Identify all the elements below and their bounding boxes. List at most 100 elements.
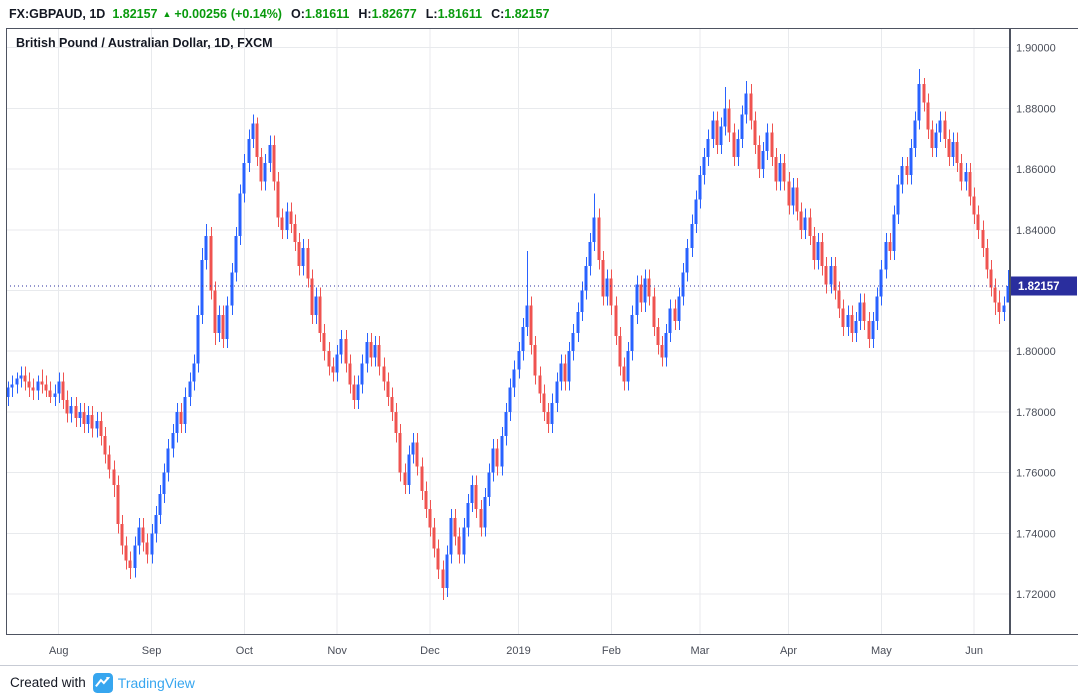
- candle-body: [61, 381, 65, 400]
- candle-body: [192, 363, 196, 382]
- candle-body: [1006, 285, 1010, 303]
- x-axis-label[interactable]: May: [871, 645, 892, 657]
- candle-body: [1002, 305, 1006, 312]
- candle-body: [592, 217, 596, 242]
- candle-body: [74, 405, 78, 418]
- candle-body: [424, 490, 428, 510]
- candle-body: [141, 527, 145, 543]
- candle-body: [504, 411, 508, 437]
- x-axis-label[interactable]: Dec: [420, 645, 440, 657]
- candle-body: [495, 448, 499, 467]
- candle-body: [403, 472, 407, 485]
- candle-body: [301, 248, 305, 267]
- candle-body: [352, 384, 356, 400]
- candle-body: [120, 524, 124, 546]
- candle-body: [972, 196, 976, 215]
- candle-body: [415, 442, 419, 467]
- candle-body: [217, 314, 221, 334]
- candle-body: [778, 163, 782, 182]
- candle-body: [365, 342, 369, 364]
- candle-body: [563, 363, 567, 382]
- candle-body: [521, 326, 525, 352]
- tradingview-logo-icon[interactable]: [92, 672, 113, 693]
- candle-body: [462, 527, 466, 555]
- candle-body: [791, 187, 795, 206]
- candle-body: [698, 175, 702, 200]
- candle-body: [875, 296, 879, 321]
- candle-body: [926, 102, 930, 130]
- footer: Created with TradingView: [0, 665, 1078, 699]
- x-axis-label[interactable]: Jun: [965, 645, 983, 657]
- candle-body: [993, 287, 997, 303]
- y-axis-label: 1.72000: [1016, 589, 1056, 601]
- candle-body: [40, 381, 44, 385]
- candle-body: [829, 266, 833, 285]
- candle-body: [555, 381, 559, 403]
- candle-body: [643, 278, 647, 303]
- candle-body: [715, 120, 719, 145]
- x-axis-label[interactable]: Feb: [602, 645, 621, 657]
- x-axis-label[interactable]: Mar: [690, 645, 709, 657]
- candle-body: [31, 387, 35, 391]
- x-axis-label[interactable]: Apr: [780, 645, 797, 657]
- x-axis-label[interactable]: Aug: [49, 645, 69, 657]
- y-axis-label: 1.84000: [1016, 225, 1056, 237]
- high-value: H:1.82677: [358, 7, 417, 21]
- candle-body: [386, 381, 390, 397]
- candle-body: [871, 320, 875, 340]
- chart-legend[interactable]: British Pound / Australian Dollar, 1D, F…: [16, 36, 273, 50]
- candle-body: [255, 123, 259, 157]
- candle-body: [550, 402, 554, 425]
- y-axis-label: 1.80000: [1016, 346, 1056, 358]
- candle-body: [639, 284, 643, 303]
- candle-body: [740, 114, 744, 139]
- candle-body: [175, 411, 179, 434]
- candle-body: [373, 345, 377, 358]
- candle-body: [959, 163, 963, 182]
- candle-body: [774, 156, 778, 182]
- candle-body: [285, 211, 289, 230]
- symbol-interval[interactable]: FX:GBPAUD, 1D: [9, 7, 106, 21]
- candle-body: [508, 387, 512, 412]
- candle-body: [466, 502, 470, 528]
- x-axis-label[interactable]: 2019: [506, 645, 530, 657]
- candle-body: [605, 278, 609, 297]
- candle-body: [44, 384, 48, 391]
- candle-body: [196, 314, 200, 364]
- candle-body: [770, 132, 774, 157]
- candle-body: [723, 108, 727, 127]
- x-axis-label[interactable]: Nov: [327, 645, 347, 657]
- candle-body: [690, 223, 694, 249]
- candle-body: [335, 354, 339, 373]
- candle-body: [668, 308, 672, 334]
- candle-body: [407, 454, 411, 485]
- y-axis-label: 1.78000: [1016, 407, 1056, 419]
- candle-body: [917, 84, 921, 121]
- x-axis-label[interactable]: Oct: [236, 645, 253, 657]
- candle-body: [913, 120, 917, 148]
- candle-body: [82, 411, 86, 425]
- x-axis-label[interactable]: Sep: [142, 645, 162, 657]
- candle-body: [213, 290, 217, 334]
- tradingview-brand-link[interactable]: TradingView: [117, 674, 195, 691]
- candle-body: [457, 536, 461, 555]
- candle-body: [306, 248, 310, 279]
- candle-body: [420, 466, 424, 491]
- candle-body: [529, 305, 533, 346]
- candle-body: [356, 384, 360, 400]
- candle-body: [711, 120, 715, 139]
- candle-body: [816, 241, 820, 261]
- candle-body: [719, 126, 723, 145]
- y-axis-label: 1.86000: [1016, 164, 1056, 176]
- candle-body: [559, 363, 563, 382]
- candle-body: [702, 156, 706, 176]
- candle-body: [179, 411, 183, 425]
- candle-body: [985, 248, 989, 270]
- candle-body: [934, 132, 938, 148]
- candle-body: [318, 296, 322, 334]
- candle-body: [989, 269, 993, 288]
- candle-body: [293, 223, 297, 242]
- candle-body: [259, 156, 263, 182]
- candle-body: [884, 241, 888, 270]
- candlestick-chart[interactable]: 1.72000 1.74000 1.76000 1.78000 1.80000 1.840…: [0, 28, 1078, 665]
